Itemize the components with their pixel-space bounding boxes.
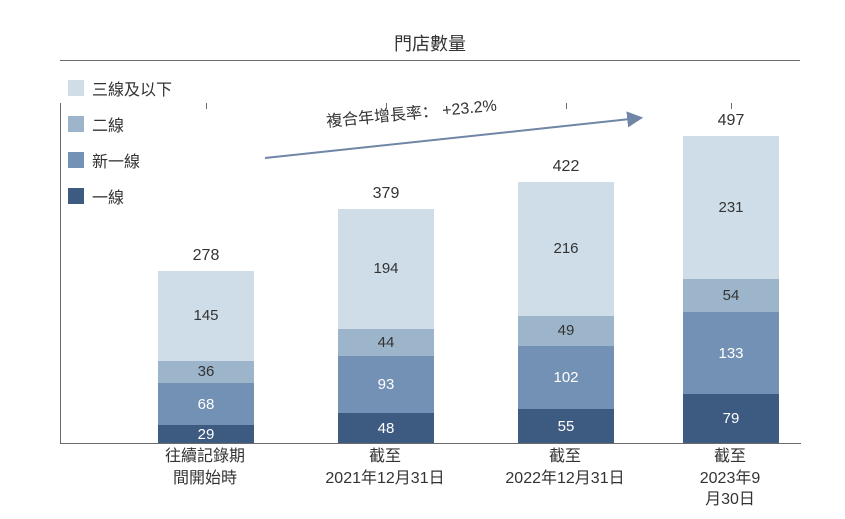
xlabel-line1: 截至 <box>505 446 624 468</box>
bar-segment-tier2: 54 <box>683 279 779 312</box>
xlabel-line2: 2023年9月30日 <box>695 468 765 511</box>
bar-segment-tier2: 36 <box>158 361 254 383</box>
legend-label: 三線及以下 <box>92 76 172 100</box>
legend-item-tier3plus: 三線及以下 <box>68 76 172 100</box>
bar-segment-tier1: 79 <box>683 394 779 443</box>
bar-segment-value: 54 <box>723 287 740 304</box>
bar-segment-value: 133 <box>718 345 743 362</box>
bar-segment-new_tier1: 68 <box>158 383 254 425</box>
legend-swatch-tier3plus <box>68 80 84 96</box>
bar-group: 489344194379 <box>338 209 434 443</box>
bar-segment-tier3plus: 231 <box>683 136 779 279</box>
x-axis-category-label: 截至2021年12月31日 <box>325 446 444 489</box>
x-tick <box>206 103 207 109</box>
title-rule <box>60 60 800 61</box>
bar-segment-value: 55 <box>558 418 575 435</box>
bar-total-label: 422 <box>518 158 614 176</box>
x-axis-category-label: 截至2023年9月30日 <box>695 446 765 511</box>
xlabel-line1: 截至 <box>325 446 444 468</box>
bar-segment-tier3plus: 145 <box>158 271 254 361</box>
bar-group: 5510249216422 <box>518 182 614 443</box>
xlabel-line2: 2022年12月31日 <box>505 468 624 490</box>
bar-segment-tier1: 55 <box>518 409 614 443</box>
chart-title: 門店數量 <box>60 30 800 56</box>
bar-segment-value: 102 <box>553 369 578 386</box>
bar-segment-tier1: 48 <box>338 413 434 443</box>
bar-segment-tier2: 49 <box>518 316 614 346</box>
bar-segment-tier2: 44 <box>338 329 434 356</box>
x-tick <box>386 103 387 109</box>
bar-total-label: 497 <box>683 112 779 130</box>
xlabel-line2: 2021年12月31日 <box>325 468 444 490</box>
bar-segment-value: 29 <box>198 426 215 443</box>
x-tick <box>731 103 732 109</box>
bar-group: 296836145278 <box>158 271 254 443</box>
bar-segment-value: 68 <box>198 396 215 413</box>
bar-group: 7913354231497 <box>683 136 779 443</box>
bar-segment-value: 36 <box>198 363 215 380</box>
chart-container: 門店數量 三線及以下 二線 新一線 一線 複合年增長率： +23.2% <box>60 30 800 490</box>
bar-segment-new_tier1: 102 <box>518 346 614 409</box>
bar-segment-new_tier1: 133 <box>683 312 779 394</box>
bar-segment-value: 49 <box>558 322 575 339</box>
plot-area: 29 68 36 145 278 48 93 44 194 379 55 102 49 216 422 79 1… <box>60 103 801 444</box>
xlabel-line1: 往續記錄期 <box>165 446 245 468</box>
bar-segment-tier1: 29 <box>158 425 254 443</box>
bar-segment-value: 44 <box>378 334 395 351</box>
bar-segment-value: 93 <box>378 376 395 393</box>
x-tick <box>566 103 567 109</box>
bar-segment-tier3plus: 216 <box>518 182 614 316</box>
xlabel-line2: 間開始時 <box>165 468 245 490</box>
xlabel-line1: 截至 <box>695 446 765 468</box>
x-axis-labels: 往續記錄期間開始時截至2021年12月31日截至2022年12月31日截至202… <box>60 444 800 490</box>
bar-segment-new_tier1: 93 <box>338 356 434 413</box>
bar-segment-value: 48 <box>378 420 395 437</box>
x-axis-category-label: 往續記錄期間開始時 <box>165 446 245 489</box>
bar-segment-value: 145 <box>193 307 218 324</box>
bar-segment-value: 216 <box>553 240 578 257</box>
bar-segment-value: 194 <box>373 260 398 277</box>
bar-total-label: 278 <box>158 247 254 265</box>
bar-total-label: 379 <box>338 185 434 203</box>
bar-segment-tier3plus: 194 <box>338 209 434 329</box>
bar-segment-value: 231 <box>718 199 743 216</box>
x-axis-category-label: 截至2022年12月31日 <box>505 446 624 489</box>
bar-segment-value: 79 <box>723 410 740 427</box>
